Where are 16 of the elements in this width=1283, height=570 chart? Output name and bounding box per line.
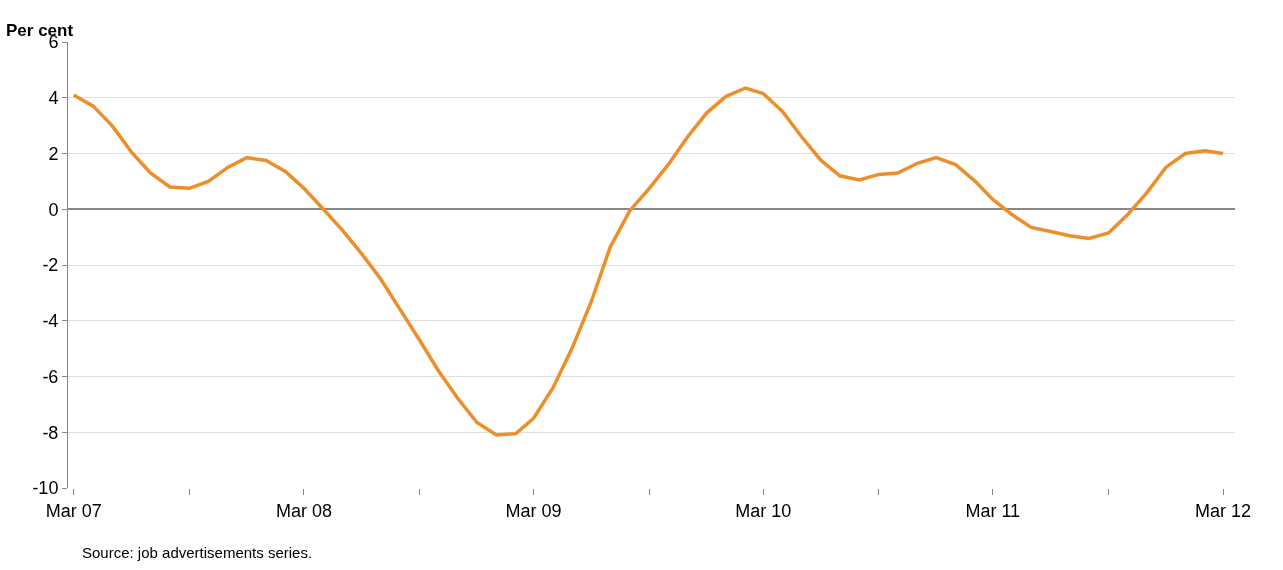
x-tick-label: Mar 10 xyxy=(735,500,792,521)
y-tick-label: -6 xyxy=(42,366,59,387)
source-note: Source: job advertisements series. xyxy=(82,544,313,561)
y-tick-label: -10 xyxy=(32,478,59,499)
x-tick-label: Mar 08 xyxy=(275,500,332,521)
x-tick-label: Mar 12 xyxy=(1195,500,1252,521)
y-tick-label: 2 xyxy=(48,143,59,164)
y-tick-label: -8 xyxy=(42,422,59,443)
line-series xyxy=(71,86,1225,437)
y-tick-label: 4 xyxy=(48,88,59,109)
y-tick-label: -2 xyxy=(42,255,59,276)
x-tick-label: Mar 11 xyxy=(965,500,1021,521)
x-tick-label: Mar 07 xyxy=(45,500,102,521)
y-tick-label: 0 xyxy=(48,199,59,220)
x-tick-label: Mar 09 xyxy=(505,500,562,521)
y-tick-label: -4 xyxy=(42,311,59,332)
